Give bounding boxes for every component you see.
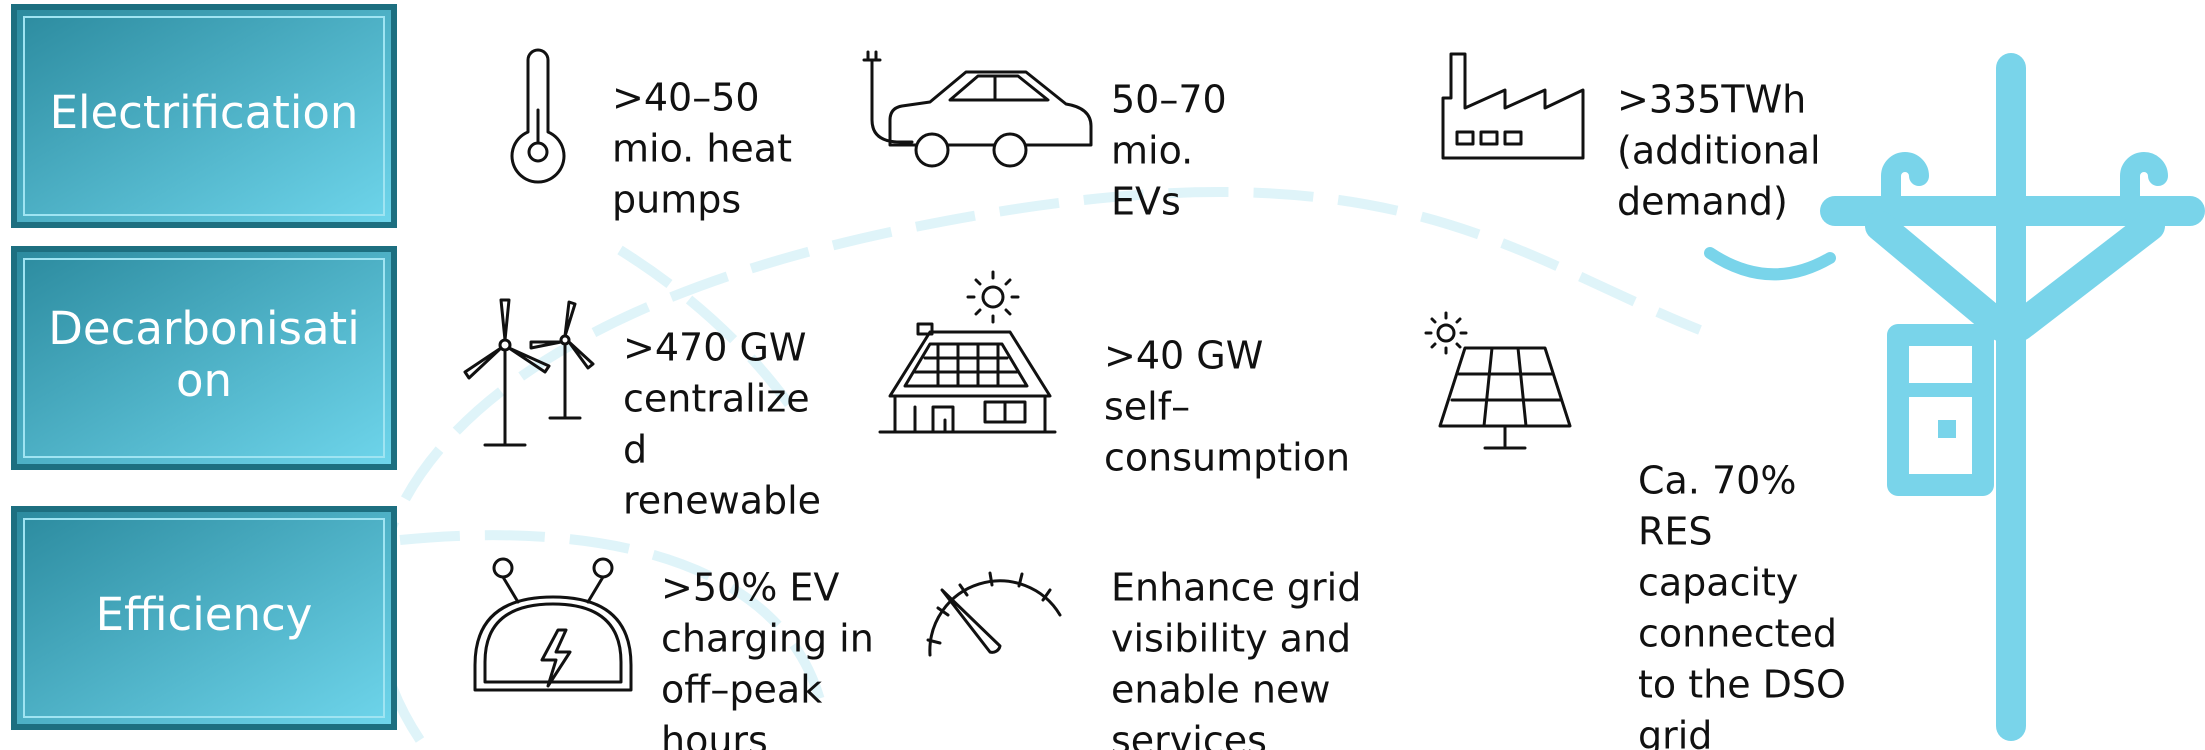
item-text: EVs — [1111, 180, 1181, 224]
item-text: centralize — [623, 377, 810, 421]
factory-icon — [1443, 54, 1583, 158]
category-label: Efficiency — [96, 588, 313, 641]
item-text: d — [623, 428, 647, 472]
item-text: self– — [1104, 385, 1190, 429]
item-text: visibility and — [1111, 617, 1351, 661]
background-arcs — [377, 192, 1700, 740]
speedometer-icon — [928, 573, 1060, 655]
item-text: >40–50 — [612, 76, 760, 120]
item-text: (additional — [1617, 129, 1821, 173]
item-text: to the DSO — [1638, 663, 1846, 707]
item-text: capacity — [1638, 561, 1798, 605]
category-label: Electrification — [50, 86, 359, 139]
item-text: services — [1111, 719, 1267, 750]
item-text: pumps — [612, 178, 741, 222]
item-text: off–peak — [661, 668, 822, 712]
item-text: demand) — [1617, 180, 1788, 224]
solar-panel-icon — [1426, 313, 1570, 448]
item-text: >50% EV — [661, 566, 839, 610]
category-label: on — [176, 354, 232, 407]
page: Electrification Decarbonisation Efficiency… — [0, 0, 2205, 750]
item-text: consumption — [1104, 436, 1350, 480]
item-text: >335TWh — [1617, 78, 1806, 122]
item-text: hours — [661, 719, 768, 750]
item-text: connected — [1638, 612, 1837, 656]
item-text: enable new — [1111, 668, 1330, 712]
item-text: >470 GW — [623, 326, 806, 370]
item-text: 50–70 — [1111, 78, 1227, 122]
item-text: renewable — [623, 479, 821, 523]
battery-meter-icon — [475, 559, 631, 690]
item-text: grid — [1638, 714, 1712, 750]
item-text: mio. heat — [612, 127, 792, 171]
item-text: Ca. 70% — [1638, 459, 1796, 503]
item-text: RES — [1638, 510, 1713, 554]
pole-box-detail — [1938, 420, 1956, 438]
thermometer-icon — [512, 50, 564, 182]
category-label: Decarbonisati — [48, 302, 359, 355]
item-text: Enhance grid — [1111, 566, 1361, 610]
item-text: mio. — [1111, 129, 1193, 173]
item-text: charging in — [661, 617, 874, 661]
item-text: >40 GW — [1104, 334, 1263, 378]
house-solar-icon — [880, 272, 1055, 432]
car-icon — [864, 52, 1091, 166]
